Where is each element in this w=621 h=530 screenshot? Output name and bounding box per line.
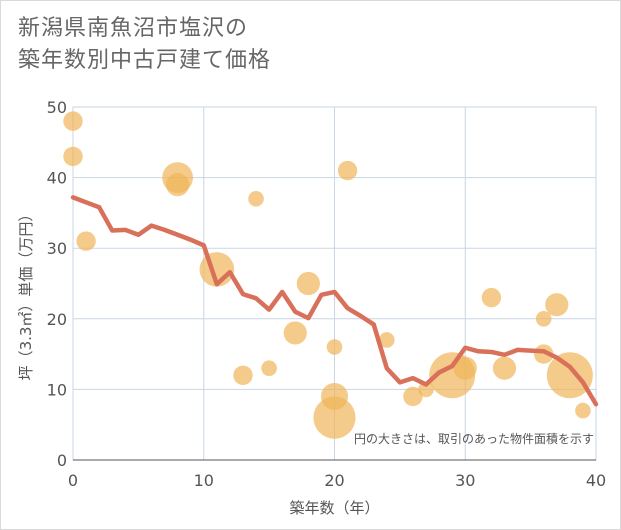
data-bubble: [403, 386, 423, 407]
trend-line: [70, 195, 599, 407]
x-tick-label: 40: [586, 471, 606, 490]
title-line-1: 新潟県南魚沼市塩沢の: [18, 16, 249, 41]
title-line-2: 築年数別中古戸建て価格: [18, 48, 272, 73]
y-tick-label: 40: [47, 169, 67, 188]
bubbles: [63, 111, 593, 439]
y-tick-label: 0: [57, 451, 67, 470]
x-tick-label: 0: [68, 471, 78, 490]
axes: 0 10 20 30 40 50 0 10 20 30 40: [47, 98, 607, 490]
x-tick-label: 10: [194, 471, 214, 490]
data-bubble: [261, 360, 277, 377]
data-bubble: [296, 271, 320, 296]
data-bubble: [248, 190, 264, 207]
x-tick-label: 30: [455, 471, 475, 490]
y-axis-label: 坪（3.3㎡）単価（万円）: [17, 207, 35, 381]
size-annotation: 円の大きさは、取引のあった物件面積を示す: [354, 431, 594, 446]
y-tick-label: 30: [47, 239, 67, 258]
y-tick-label: 20: [47, 310, 67, 329]
trend-layer: [70, 195, 599, 407]
data-bubble: [492, 356, 517, 380]
data-bubble: [535, 311, 552, 327]
x-axis-label: 築年数（年）: [289, 499, 379, 517]
data-bubble: [546, 352, 593, 399]
data-bubble: [63, 111, 83, 131]
x-tick-label: 20: [324, 471, 344, 490]
data-bubble: [379, 332, 395, 348]
chart-title: 新潟県南魚沼市塩沢の 築年数別中古戸建て価格: [18, 13, 271, 77]
data-bubble: [283, 321, 307, 345]
data-bubble: [63, 146, 83, 167]
data-bubble: [575, 402, 591, 419]
data-bubble: [418, 381, 434, 398]
data-bubble: [545, 293, 569, 317]
data-bubble: [166, 173, 190, 197]
data-bubble: [481, 287, 502, 308]
data-bubble: [76, 231, 96, 251]
y-tick-label: 10: [47, 380, 67, 399]
data-bubble: [453, 356, 477, 380]
data-bubble: [326, 339, 343, 355]
y-tick-label: 50: [47, 98, 67, 117]
data-bubble: [313, 396, 356, 439]
data-bubble: [233, 365, 253, 385]
data-bubble: [337, 160, 358, 181]
